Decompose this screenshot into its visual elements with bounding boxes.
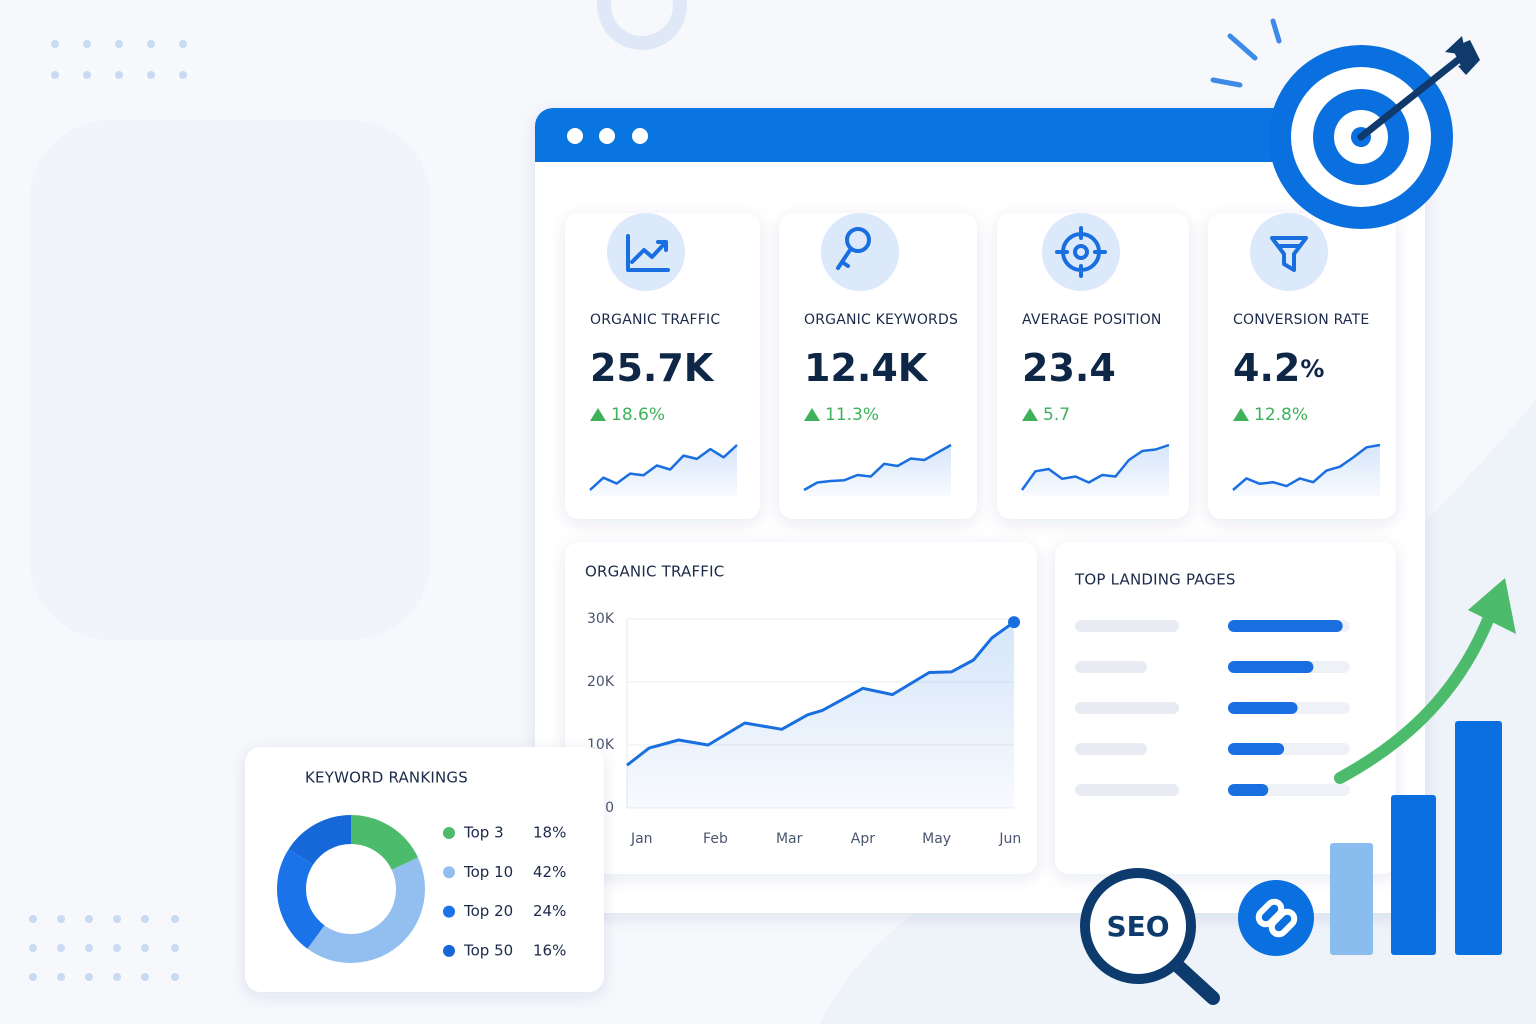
kpi-value-number: 23.4 xyxy=(1022,346,1116,390)
page-name-placeholder xyxy=(1075,743,1147,755)
page-name-placeholder xyxy=(1075,702,1179,714)
donut-segment xyxy=(277,815,425,963)
legend-dot xyxy=(443,827,455,839)
keyword-card: KEYWORD RANKINGS xyxy=(245,747,604,992)
donut-segment xyxy=(277,815,425,963)
kpi-card xyxy=(1208,213,1396,519)
kpi-value: 4.2% xyxy=(1233,346,1324,390)
kpi-icon xyxy=(626,234,670,272)
sparkline-area xyxy=(1022,445,1169,496)
kpi-unit: % xyxy=(1300,355,1324,383)
sparkline xyxy=(1232,443,1381,491)
kpi-cards: ORGANIC TRAFFIC 25.7K 18.6% ORGANIC KEYWORD… xyxy=(565,213,1396,519)
page-name-placeholder xyxy=(1075,620,1179,632)
kpi-icon xyxy=(1055,226,1107,278)
y-tick-label: 0 xyxy=(605,800,614,816)
kpi-card xyxy=(997,213,1189,519)
kpi-icon xyxy=(836,227,871,270)
legend-value: 18% xyxy=(533,824,566,842)
legend-value: 24% xyxy=(533,902,566,920)
up-triangle xyxy=(804,408,820,421)
x-tick-label: Jan xyxy=(630,831,653,847)
sparkline xyxy=(803,443,952,492)
kpi-card xyxy=(779,213,977,519)
bar xyxy=(1228,661,1314,673)
bar xyxy=(1228,743,1285,755)
target-icon xyxy=(1210,18,1480,229)
legend-label: Top 10 xyxy=(463,863,513,881)
legend-dot xyxy=(443,905,455,918)
kpi-value: 23.4 xyxy=(1022,346,1116,390)
bar xyxy=(1228,620,1343,632)
kpi-value: 12.4K xyxy=(804,346,929,390)
page-name-placeholder xyxy=(1075,661,1147,673)
end-point xyxy=(1008,616,1020,629)
legend-dot xyxy=(443,944,455,957)
kpi-icon-bg xyxy=(1042,213,1120,291)
legend-value: 16% xyxy=(533,941,566,959)
kpi-label: ORGANIC KEYWORDS xyxy=(804,312,958,328)
landing-title: TOP LANDING PAGES xyxy=(1074,571,1236,589)
seo-label: SEO xyxy=(1106,910,1169,943)
keyword-title: KEYWORD RANKINGS xyxy=(305,769,468,787)
chart-title: ORGANIC TRAFFIC xyxy=(585,563,724,581)
kpi-value-number: 4.2 xyxy=(1233,346,1300,390)
growth-decor xyxy=(1330,578,1516,955)
line-series xyxy=(626,620,1015,767)
x-tick-label: Apr xyxy=(851,831,875,847)
up-triangle xyxy=(590,408,606,421)
donut-segment xyxy=(277,815,425,963)
kpi-change: 5.7 xyxy=(1043,405,1070,425)
legend-label: Top 20 xyxy=(463,902,513,920)
x-tick-label: Mar xyxy=(776,831,803,847)
kpi-label: CONVERSION RATE xyxy=(1233,312,1369,328)
kpi-value-number: 25.7K xyxy=(590,346,715,390)
legend-label: Top 50 xyxy=(463,941,513,959)
landing-bars xyxy=(1075,620,1350,796)
link-icon xyxy=(1238,880,1314,956)
x-tick-label: Feb xyxy=(703,831,728,847)
page-name-placeholder xyxy=(1075,784,1179,796)
bar xyxy=(1228,702,1298,714)
seo-magnifier: SEO xyxy=(1080,868,1220,1005)
kpi-card xyxy=(565,213,760,519)
up-triangle xyxy=(1022,408,1038,421)
legend-label: Top 3 xyxy=(463,824,504,842)
sparkline xyxy=(1020,443,1170,491)
donut-chart: Top 3 18% Top 10 42% Top 20 24% Top 50 16% xyxy=(277,815,566,963)
kpi-change: 12.8% xyxy=(1254,405,1308,425)
up-triangle xyxy=(1233,408,1249,421)
legend-value: 42% xyxy=(533,863,566,881)
x-tick-label: Jun xyxy=(998,831,1021,847)
kpi-icon xyxy=(1270,236,1308,272)
sparkline xyxy=(589,444,738,491)
kpi-label: AVERAGE POSITION xyxy=(1022,312,1162,328)
kpi-change: 18.6% xyxy=(611,405,665,425)
x-tick-label: May xyxy=(922,831,951,847)
y-tick-label: 20K xyxy=(587,674,615,690)
bar xyxy=(1228,784,1269,796)
kpi-value: 25.7K xyxy=(590,346,715,390)
kpi-change: 11.3% xyxy=(825,405,879,425)
kpi-icon-bg xyxy=(1250,213,1328,291)
y-tick-label: 30K xyxy=(587,611,615,627)
legend-dot xyxy=(443,866,455,879)
kpi-label: ORGANIC TRAFFIC xyxy=(590,312,720,328)
kpi-value-number: 12.4K xyxy=(804,346,929,390)
line-area xyxy=(627,622,1014,808)
